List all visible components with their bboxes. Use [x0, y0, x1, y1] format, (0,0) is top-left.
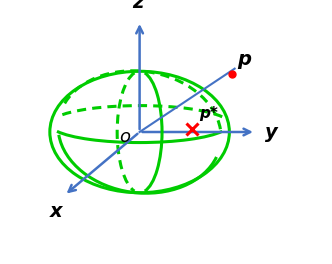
Text: z: z: [132, 0, 144, 12]
Text: p: p: [237, 50, 251, 69]
Text: p*: p*: [199, 106, 218, 121]
Text: x: x: [50, 202, 63, 221]
Text: y: y: [265, 122, 278, 142]
Text: o: o: [120, 128, 130, 146]
